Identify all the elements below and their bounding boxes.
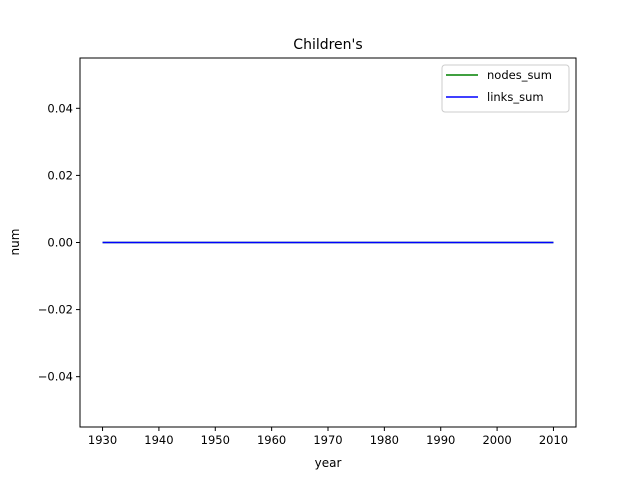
- x-tick-label: 1960: [257, 433, 286, 447]
- y-axis-ticks: −0.04 −0.02 0.00 0.02 0.04: [38, 101, 80, 384]
- y-tick-label: 0.04: [47, 101, 73, 115]
- x-tick-label: 2010: [539, 433, 568, 447]
- y-axis-label: num: [8, 229, 22, 256]
- chart-title: Children's: [293, 37, 362, 53]
- y-tick-label: −0.04: [38, 370, 73, 384]
- legend-box: [441, 64, 570, 113]
- x-tick-label: 1950: [201, 433, 230, 447]
- x-axis-ticks: 1930 1940 1950 1960 1970 1980 1990 2000 2010: [88, 427, 568, 447]
- x-tick-label: 1940: [144, 433, 173, 447]
- x-tick-label: 1980: [370, 433, 399, 447]
- x-tick-label: 1970: [313, 433, 342, 447]
- x-tick-label: 1930: [88, 433, 117, 447]
- legend-label-nodes-sum: nodes_sum: [487, 68, 552, 82]
- y-tick-label: 0.00: [47, 236, 73, 250]
- legend: nodes_sum links_sum: [441, 64, 570, 113]
- y-tick-label: −0.02: [38, 303, 73, 317]
- legend-label-links-sum: links_sum: [487, 90, 544, 104]
- x-tick-label: 1990: [426, 433, 455, 447]
- y-tick-label: 0.02: [47, 168, 73, 182]
- x-axis-label: year: [315, 456, 342, 470]
- x-tick-label: 2000: [482, 433, 511, 447]
